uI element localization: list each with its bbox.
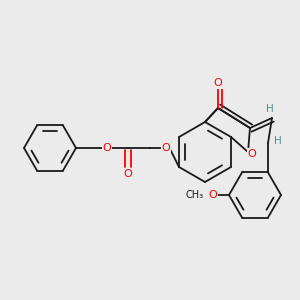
Text: H: H xyxy=(274,136,282,146)
Text: O: O xyxy=(248,149,256,159)
Text: O: O xyxy=(214,78,222,88)
Text: O: O xyxy=(124,169,132,179)
Text: CH₃: CH₃ xyxy=(186,190,204,200)
Text: H: H xyxy=(266,104,274,114)
Text: O: O xyxy=(162,143,170,153)
Text: O: O xyxy=(208,190,217,200)
Text: O: O xyxy=(103,143,111,153)
